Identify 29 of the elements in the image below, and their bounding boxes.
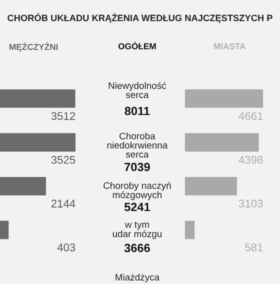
bar — [184, 176, 237, 196]
text: Choroby naczyń mózgowych — [104, 182, 171, 200]
data-label: 3103 — [238, 200, 263, 208]
bar — [0, 220, 9, 240]
text: 3666 — [124, 244, 150, 252]
bar — [0, 133, 76, 152]
text: CHORÓB UKŁADU KRĄŻENIA WEDŁUG NAJCZĘSTSZYCH P — [8, 12, 272, 24]
data-label: 4398 — [238, 156, 263, 164]
data-label: 3525 — [51, 156, 76, 164]
bar — [0, 89, 76, 108]
data-label: 581 — [245, 243, 263, 252]
text: 5241 — [124, 202, 150, 212]
text: 8011 — [124, 106, 150, 116]
text: Niewydolność serca — [108, 82, 166, 98]
data-label: 403 — [57, 243, 76, 252]
text: 7039 — [124, 162, 150, 172]
bar — [0, 176, 46, 196]
bar — [184, 133, 259, 152]
text: OGÓŁEM — [118, 42, 156, 50]
bar — [184, 220, 195, 240]
text: w tym udar mózgu — [112, 222, 162, 240]
chart-title: MIASTA — [214, 43, 246, 50]
text: Miażdżyca — [116, 274, 160, 282]
data-label: 2144 — [51, 200, 76, 208]
data-label: 4661 — [238, 112, 263, 120]
chart-title: MĘŻCZYŹNI — [10, 42, 58, 52]
bar — [184, 89, 264, 108]
data-label: 3512 — [51, 112, 76, 120]
text: Choroba niedokrwienna serca — [107, 132, 168, 158]
